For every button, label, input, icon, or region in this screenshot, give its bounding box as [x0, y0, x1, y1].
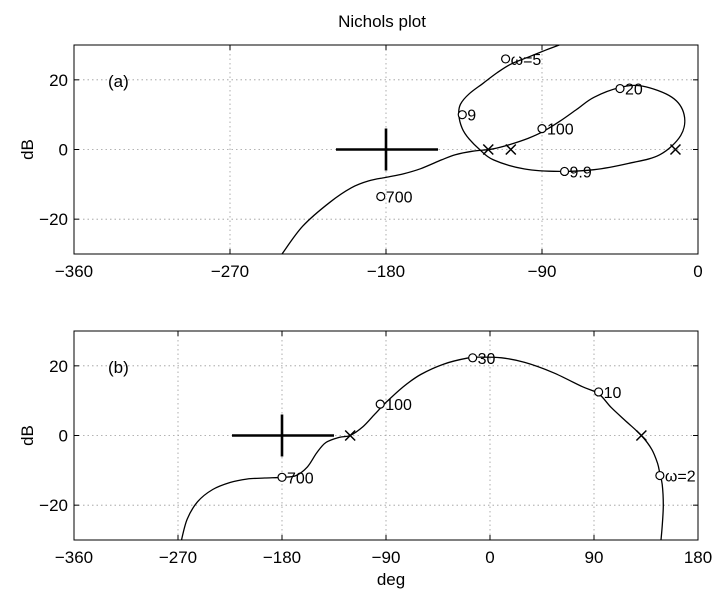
crossing-x-marker	[505, 143, 517, 156]
y-tick-label: −20	[39, 210, 68, 229]
panel-label: (a)	[108, 72, 129, 91]
frequency-marker	[559, 166, 570, 177]
frequency-marker	[615, 83, 625, 94]
frequency-label: 9.9	[570, 164, 592, 181]
y-tick-label: 20	[49, 357, 68, 376]
nichols-curve	[281, 45, 686, 254]
panel-a: −360 −270 −180 −90 0 −20 0 20 dB (a) 700 9 ω=5 20 100 9…	[18, 44, 703, 281]
crossing-x-marker	[635, 429, 647, 442]
figure-title: Nichols plot	[338, 12, 426, 31]
x-tick-label: 90	[585, 548, 604, 567]
frequency-label: 100	[547, 122, 574, 139]
frequency-marker	[537, 124, 547, 134]
frequency-marker	[468, 353, 478, 363]
frequency-label: 10	[604, 385, 622, 402]
x-axis-label: deg	[377, 570, 405, 589]
panel-label: (b)	[108, 358, 129, 377]
frequency-label: 9	[467, 108, 476, 125]
frequency-label: ω=5	[511, 52, 542, 69]
x-tick-label: −180	[263, 548, 301, 567]
crossing-x-marker	[344, 429, 356, 442]
frequency-label: 700	[287, 470, 314, 487]
y-tick-label: 20	[49, 71, 68, 90]
frequency-marker	[501, 54, 511, 64]
x-tick-label: −180	[367, 262, 405, 281]
y-axis-label: dB	[18, 139, 37, 160]
y-tick-label: −20	[39, 496, 68, 515]
frequency-marker	[594, 387, 604, 397]
plot-area	[180, 353, 665, 540]
y-tick-label: 0	[59, 427, 68, 446]
frequency-marker	[655, 470, 665, 481]
frequency-marker	[376, 191, 386, 202]
frequency-marker	[457, 110, 467, 120]
frequency-label: 20	[625, 82, 643, 99]
frequency-marker	[375, 399, 385, 409]
x-tick-label: −90	[528, 262, 557, 281]
x-tick-label: −360	[55, 262, 93, 281]
frequency-label: ω=2	[665, 469, 696, 486]
crossing-x-marker	[482, 143, 494, 156]
crossing-x-marker	[669, 143, 681, 156]
x-tick-label: −270	[159, 548, 197, 567]
frequency-label: 30	[478, 351, 496, 368]
x-tick-label: 0	[485, 548, 494, 567]
plot-area	[281, 45, 686, 254]
nichols-curve	[180, 356, 664, 540]
frequency-marker	[277, 472, 287, 482]
frequency-label: 700	[386, 190, 413, 207]
frequency-label: 100	[385, 397, 412, 414]
panel-b: −360 −270 −180 −90 0 90 180 −20 0 20 dB deg (b) 700 10…	[18, 330, 712, 589]
x-tick-label: −90	[372, 548, 401, 567]
y-tick-label: 0	[59, 141, 68, 160]
x-tick-label: −270	[211, 262, 249, 281]
x-tick-label: 180	[684, 548, 712, 567]
x-tick-label: −360	[55, 548, 93, 567]
y-axis-label: dB	[18, 425, 37, 446]
x-tick-label: 0	[693, 262, 702, 281]
